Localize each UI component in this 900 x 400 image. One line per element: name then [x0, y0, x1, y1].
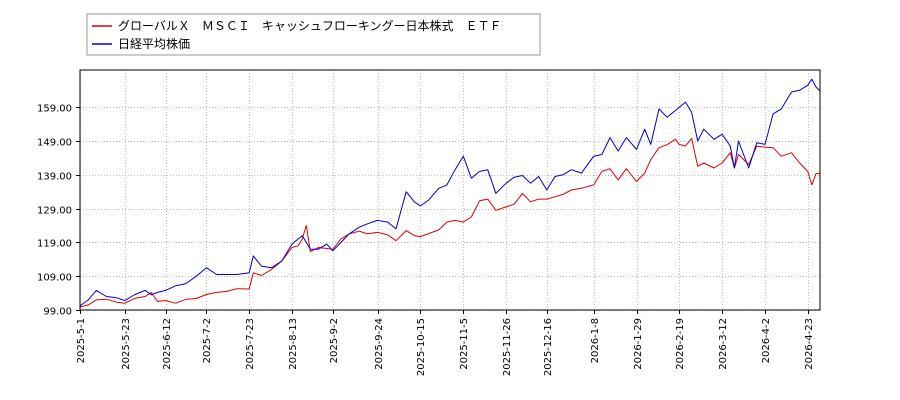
legend-box [86, 13, 541, 56]
x-axis: 2025-5-1 2025-5-23 2025-6-12 2025-7-2 2025-7… [76, 310, 815, 376]
x-tick-label-1: 2025-5-23 [121, 318, 132, 370]
series-line-0 [79, 137, 821, 308]
y-tick-label-2: 119.00 [37, 239, 72, 250]
x-tick-label-2: 2025-6-12 [162, 318, 173, 370]
y-tick-label-6: 159.00 [37, 104, 72, 115]
y-tick-label-4: 139.00 [37, 172, 72, 183]
legend-label-0: グローバルＸ ＭＳＣＩ キャッシュフローキングー日本株式 ＥＴＦ [118, 18, 502, 33]
x-tick-label-0: 2025-5-1 [76, 318, 87, 363]
x-tick-label-8: 2025-10-15 [416, 318, 427, 376]
x-tick-label-17: 2026-4-23 [804, 318, 815, 370]
x-tick-label-9: 2025-11-5 [459, 318, 470, 370]
x-tick-label-14: 2026-2-19 [675, 318, 686, 370]
x-tick-label-10: 2025-11-26 [502, 318, 513, 376]
x-tick-label-6: 2025-9-2 [329, 318, 340, 363]
x-tick-label-15: 2026-3-12 [718, 318, 729, 370]
x-tick-label-13: 2026-1-29 [633, 318, 644, 370]
x-tick-label-5: 2025-8-13 [288, 318, 299, 370]
y-tick-label-0: 99.00 [43, 307, 72, 318]
plot-area [80, 70, 820, 310]
x-tick-label-3: 2025-7-2 [202, 318, 213, 363]
legend: グローバルＸ ＭＳＣＩ キャッシュフローキングー日本株式 ＥＴＦ 日経平均株価 [86, 13, 541, 56]
x-tick-label-11: 2025-12-16 [543, 318, 554, 376]
series-layer [79, 78, 821, 308]
y-tick-label-5: 149.00 [37, 138, 72, 149]
x-tick-label-4: 2025-7-23 [245, 318, 256, 370]
legend-label-1: 日経平均株価 [118, 36, 190, 51]
series-line-1 [79, 78, 821, 307]
x-tick-label-7: 2025-9-24 [374, 318, 385, 370]
y-tick-label-3: 129.00 [37, 206, 72, 217]
x-tick-label-16: 2026-4-2 [761, 318, 772, 363]
y-tick-label-1: 109.00 [37, 273, 72, 284]
x-tick-label-12: 2026-1-8 [590, 318, 601, 363]
plot-frame [79, 69, 821, 311]
y-axis: 99.00 109.00 119.00 129.00 139.00 149.00 159.0… [37, 104, 80, 318]
